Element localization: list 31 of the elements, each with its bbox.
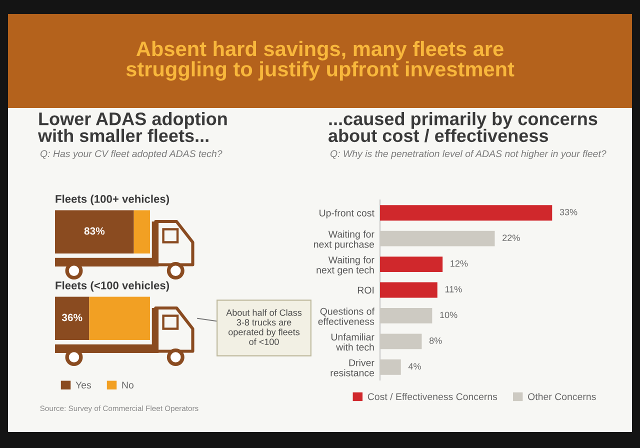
y-tick-label: Waiting for next gen tech [316,256,374,276]
bar [380,282,438,298]
data-label: 22% [502,234,520,241]
legend-label: Yes [76,382,91,389]
chart-subtitle: Q: Has your CV fleet adopted ADAS tech? [40,150,222,160]
data-label: 36% [62,314,82,322]
y-tick-label: Unfamiliar with tech [331,333,374,351]
data-label: 8% [429,337,442,344]
category-label: Fleets (<100 vehicles) [56,281,170,292]
category-label: Fleets (100+ vehicles) [56,194,170,206]
y-tick-label: Up-front cost [320,209,374,218]
y-tick-label: Questions of effectiveness [318,308,374,325]
text: About half of Class 3-8 trucks are operated by fleets of <100 [226,309,302,346]
y-tick-label: Waiting for next purchase [314,230,374,250]
legend-label: Cost / Effectiveness Concerns [368,392,498,400]
chart-subtitle: Q: Why is the penetration level of ADAS not higher in your fleet? [330,150,606,160]
data-label: 33% [560,208,578,216]
chart-title: ...caused primarily by concerns about cost / effectiveness [328,112,598,142]
bar [380,205,552,221]
legend-label: Other Concerns [528,392,596,400]
data-label: 4% [408,363,421,370]
data-label: 83% [84,227,105,235]
data-label: 10% [440,312,458,318]
y-tick-label: Driver resistance [330,359,374,376]
bar [380,256,443,272]
y-tick-label: ROI [358,286,374,294]
data-label: 12% [450,260,468,267]
data-label: 11% [445,286,462,292]
chart-title: Lower ADAS adoption with smaller fleets... [38,112,227,142]
text: Absent hard savings, many fleets are struggling to justify upfront investment [126,40,514,81]
legend-label: No [122,382,134,389]
